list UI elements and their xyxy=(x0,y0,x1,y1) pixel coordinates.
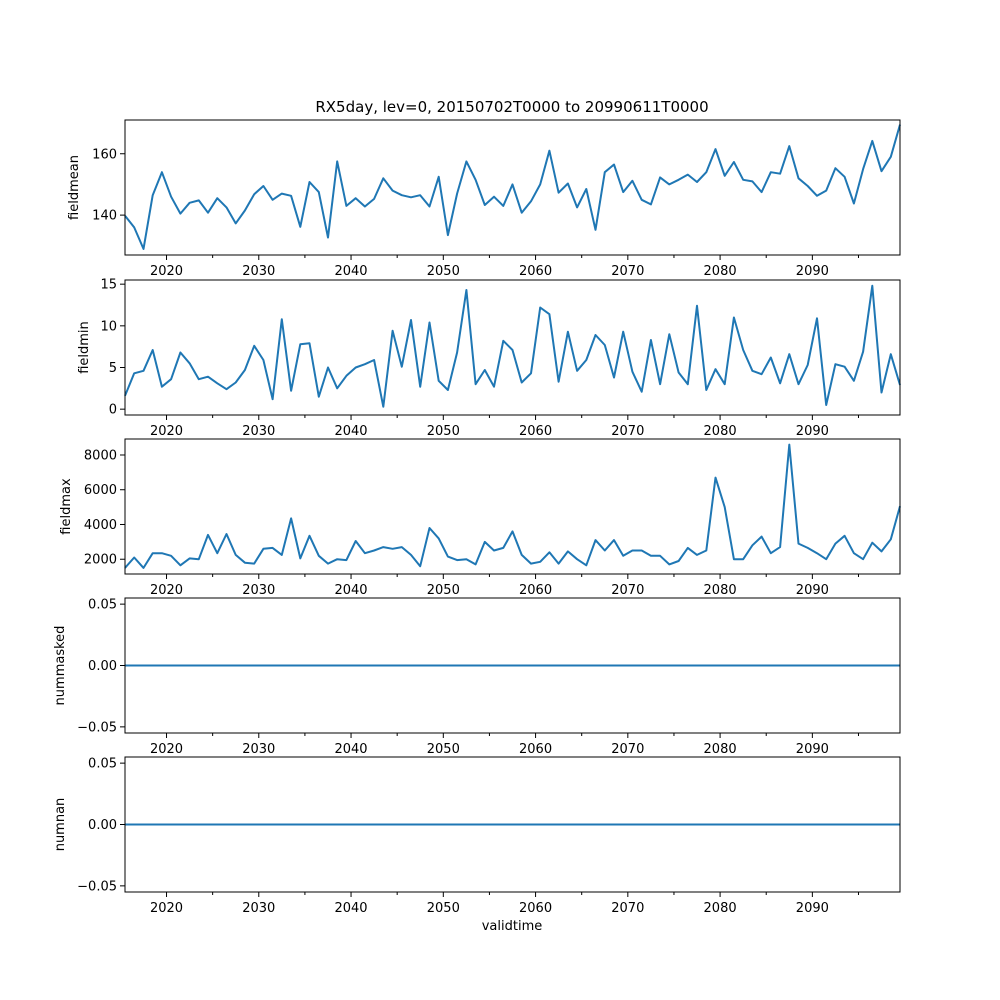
x-tick-label: 2070 xyxy=(611,264,644,279)
subplots: 2020 2030 2040 2050 2060 2070 2080 2090 140 160 fi… xyxy=(53,119,901,916)
y-tick-label: 0.05 xyxy=(88,757,117,772)
y-tick-label: −0.05 xyxy=(77,720,117,735)
y-tick-label: 2000 xyxy=(84,553,117,568)
x-tick-label: 2050 xyxy=(427,264,460,279)
fieldmax-axes-frame xyxy=(124,438,901,575)
x-tick-label: 2030 xyxy=(242,901,275,916)
x-tick-label: 2070 xyxy=(611,742,644,757)
x-tick-label: 2040 xyxy=(334,742,367,757)
x-tick-label: 2080 xyxy=(704,424,737,439)
x-tick-label: 2060 xyxy=(519,901,552,916)
x-tick-label: 2020 xyxy=(150,264,183,279)
x-tick-label: 2050 xyxy=(427,742,460,757)
chart-title: RX5day, lev=0, 20150702T0000 to 20990611… xyxy=(315,98,708,116)
x-tick-label: 2050 xyxy=(427,424,460,439)
y-tick-label: 15 xyxy=(100,278,117,293)
y-tick-label: 6000 xyxy=(84,483,117,498)
x-tick-label: 2080 xyxy=(704,901,737,916)
y-tick-label: 5 xyxy=(109,361,117,376)
nummasked-y-axis-label: nummasked xyxy=(53,626,68,706)
x-tick-label: 2020 xyxy=(150,742,183,757)
x-tick-label: 2050 xyxy=(427,583,460,598)
x-tick-label: 2050 xyxy=(427,901,460,916)
subplot-fieldmax: 2020 2030 2040 2050 2060 2070 2080 2090 2000 4000… xyxy=(59,438,901,598)
x-tick-label: 2080 xyxy=(704,583,737,598)
x-tick-label: 2090 xyxy=(796,264,829,279)
x-tick-label: 2020 xyxy=(150,424,183,439)
y-tick-label: 0 xyxy=(109,403,117,418)
x-tick-label: 2090 xyxy=(796,583,829,598)
fieldmax-y-axis-label: fieldmax xyxy=(59,478,74,535)
x-tick-label: 2060 xyxy=(519,424,552,439)
subplot-numnan: 2020 2030 2040 2050 2060 2070 2080 2090 −0.05 0.0… xyxy=(53,756,901,916)
x-tick-label: 2030 xyxy=(242,424,275,439)
x-tick-label: 2090 xyxy=(796,901,829,916)
fieldmean-y-axis-label: fieldmean xyxy=(67,155,82,220)
fieldmean-series-line xyxy=(124,124,901,250)
subplot-fieldmean: 2020 2030 2040 2050 2060 2070 2080 2090 140 160 fi… xyxy=(67,119,901,279)
subplot-fieldmin: 2020 2030 2040 2050 2060 2070 2080 2090 0 5 10 15 fi… xyxy=(77,278,901,439)
x-tick-label: 2040 xyxy=(334,424,367,439)
numnan-y-axis-label: numnan xyxy=(53,798,68,852)
fieldmin-axes-frame xyxy=(124,279,901,416)
y-tick-label: 4000 xyxy=(84,518,117,533)
x-tick-label: 2070 xyxy=(611,583,644,598)
x-tick-label: 2030 xyxy=(242,583,275,598)
x-tick-label: 2040 xyxy=(334,264,367,279)
y-tick-label: 0.00 xyxy=(88,659,117,674)
x-tick-label: 2080 xyxy=(704,742,737,757)
x-tick-label: 2070 xyxy=(611,424,644,439)
fieldmean-axes-frame xyxy=(124,119,901,256)
y-tick-label: 140 xyxy=(92,209,117,224)
x-tick-label: 2090 xyxy=(796,424,829,439)
x-tick-label: 2030 xyxy=(242,742,275,757)
y-tick-label: 160 xyxy=(92,147,117,162)
y-tick-label: 0.00 xyxy=(88,818,117,833)
y-tick-label: 8000 xyxy=(84,448,117,463)
x-axis-label: validtime xyxy=(482,919,543,934)
x-tick-label: 2020 xyxy=(150,583,183,598)
y-tick-label: −0.05 xyxy=(77,879,117,894)
x-tick-label: 2090 xyxy=(796,742,829,757)
y-tick-label: 10 xyxy=(100,319,117,334)
fieldmax-series-line xyxy=(124,443,901,569)
subplot-nummasked: 2020 2030 2040 2050 2060 2070 2080 2090 −0.05 0.0… xyxy=(53,597,901,757)
fieldmin-y-axis-label: fieldmin xyxy=(77,321,92,374)
fieldmin-series-line xyxy=(124,284,901,408)
x-tick-label: 2080 xyxy=(704,264,737,279)
x-tick-label: 2040 xyxy=(334,583,367,598)
x-tick-label: 2060 xyxy=(519,264,552,279)
x-tick-label: 2070 xyxy=(611,901,644,916)
x-tick-label: 2020 xyxy=(150,901,183,916)
y-tick-label: 0.05 xyxy=(88,598,117,613)
x-tick-label: 2040 xyxy=(334,901,367,916)
x-tick-label: 2060 xyxy=(519,742,552,757)
x-tick-label: 2030 xyxy=(242,264,275,279)
x-tick-label: 2060 xyxy=(519,583,552,598)
